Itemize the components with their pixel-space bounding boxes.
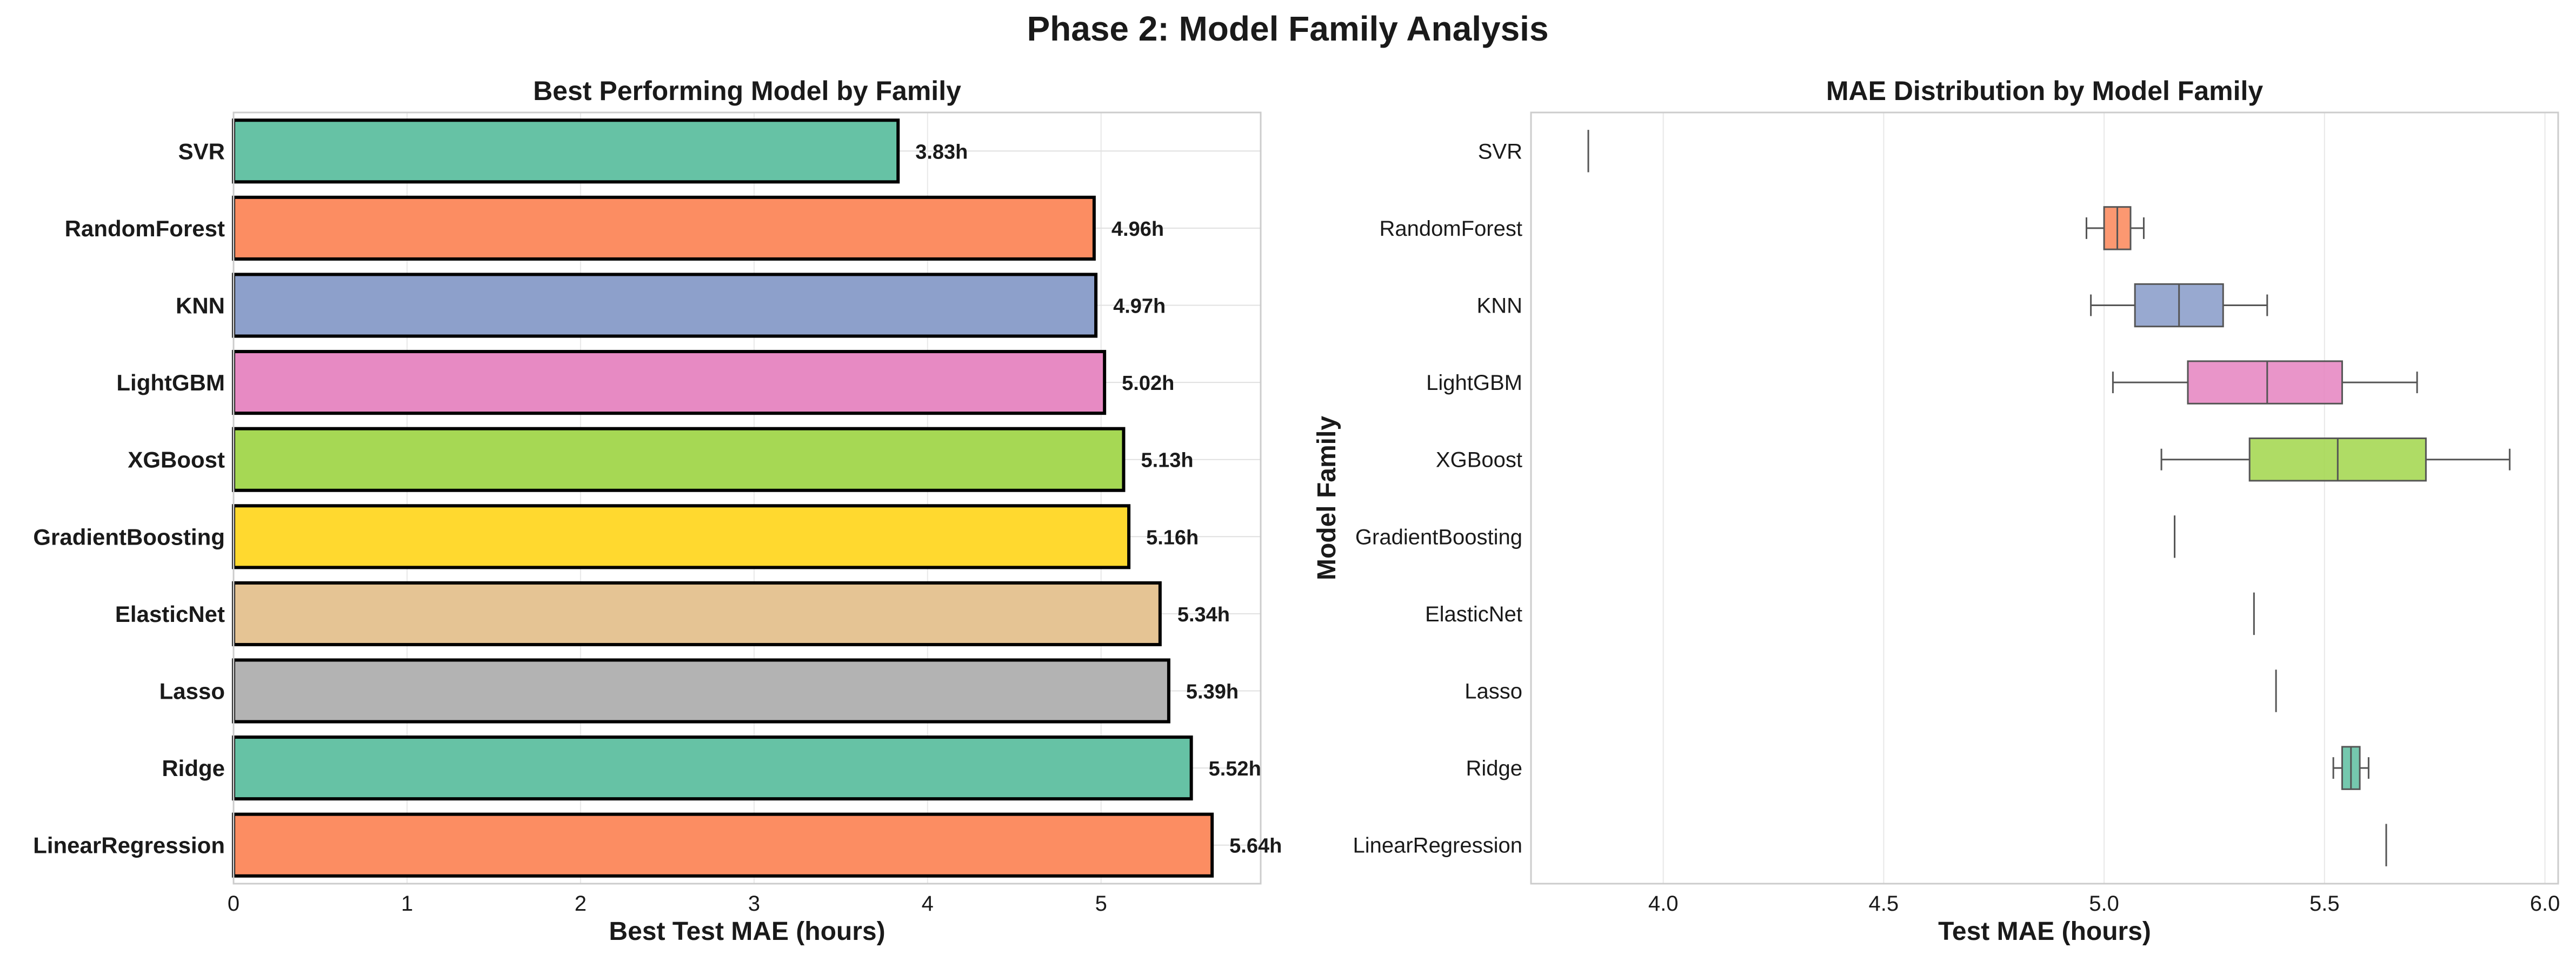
bar-knn — [232, 273, 1098, 338]
bar-y-tick-label: Ridge — [162, 755, 225, 781]
bar-y-tick-label: LightGBM — [116, 370, 225, 395]
box-y-tick-label: SVR — [1478, 140, 1522, 163]
bar-value-label: 5.39h — [1186, 681, 1239, 704]
bar-elasticnet — [232, 581, 1162, 646]
bar-plot-frame — [232, 111, 1262, 885]
bar-x-axis-label: Best Test MAE (hours) — [609, 917, 885, 946]
bar-marks — [232, 118, 1214, 878]
bar-x-tick-label: 2 — [575, 892, 587, 916]
figure-title: Phase 2: Model Family Analysis — [1027, 9, 1548, 48]
box-chart-title: MAE Distribution by Model Family — [1826, 76, 2264, 106]
bar-xgboost — [232, 427, 1126, 492]
box-x-tick-labels: 4.0 4.5 5.0 5.5 6.0 — [1648, 892, 2560, 916]
bar-value-label: 4.97h — [1113, 295, 1166, 318]
bar-lightgbm — [232, 350, 1107, 415]
bar-chart-panel: SVR RandomForest KNN LightGBM XGBoost Gradien… — [33, 76, 1282, 946]
bar-y-tick-label: XGBoost — [128, 447, 225, 473]
box-y-tick-label: KNN — [1477, 294, 1522, 318]
bar-gradientboosting — [232, 504, 1131, 569]
box-knn — [2090, 283, 2268, 328]
bar-ridge — [232, 735, 1193, 801]
bar-x-tick-labels: 0 1 2 3 4 5 — [228, 892, 1107, 916]
bar-value-label: 5.02h — [1122, 372, 1174, 395]
box-lightgbm — [2112, 360, 2418, 405]
bar-value-label: 5.64h — [1229, 835, 1282, 858]
bar-value-label: 5.52h — [1209, 758, 1261, 780]
bar-y-tick-label: GradientBoosting — [33, 524, 225, 549]
box-y-tick-label: LinearRegression — [1353, 834, 1522, 858]
box-body — [2187, 360, 2343, 405]
bar-y-tick-label: RandomForest — [65, 216, 225, 241]
bar-lasso — [232, 658, 1170, 724]
bar-x-tick-label: 4 — [922, 892, 934, 916]
box-x-tick-label: 5.5 — [2309, 892, 2340, 916]
bar-x-tick-label: 3 — [748, 892, 760, 916]
bar-chart-title: Best Performing Model by Family — [533, 76, 961, 106]
bar-randomforest — [232, 195, 1096, 261]
box-y-tick-labels: SVR RandomForest KNN LightGBM XGBoost Gradien… — [1353, 140, 1522, 857]
box-y-tick-label: Lasso — [1465, 680, 1522, 704]
box-x-axis-label: Test MAE (hours) — [1938, 917, 2151, 946]
box-xgboost — [2160, 437, 2511, 482]
bar-y-tick-label: SVR — [178, 138, 225, 164]
bar-value-label: 4.96h — [1111, 218, 1164, 241]
bar-x-tick-label: 5 — [1095, 892, 1107, 916]
box-y-tick-label: XGBoost — [1436, 448, 1522, 472]
box-y-tick-label: ElasticNet — [1425, 602, 1522, 626]
bar-x-tick-label: 0 — [228, 892, 239, 916]
bar-y-tick-labels: SVR RandomForest KNN LightGBM XGBoost Gradien… — [33, 138, 225, 858]
bar-y-tick-label: KNN — [176, 293, 225, 319]
bar-y-tick-label: Lasso — [159, 679, 225, 704]
box-x-tick-label: 6.0 — [2530, 892, 2560, 916]
bar-value-label: 5.16h — [1146, 526, 1199, 549]
bar-y-tick-label: LinearRegression — [33, 833, 225, 858]
box-randomforest — [2085, 206, 2145, 250]
bar-x-tick-label: 1 — [401, 892, 413, 916]
bar-value-label: 5.34h — [1177, 604, 1230, 626]
box-x-tick-label: 4.0 — [1648, 892, 1679, 916]
bar-y-tick-label: ElasticNet — [115, 601, 225, 627]
box-y-tick-label: LightGBM — [1426, 371, 1522, 395]
box-ridge — [2332, 746, 2369, 790]
bar-linearregression — [232, 812, 1214, 878]
bar-value-labels: 3.83h 4.96h 4.97h 5.02h 5.13h 5.16h 5.34h 5.39h… — [915, 141, 1282, 857]
box-plot-panel: SVR RandomForest KNN LightGBM XGBoost Gradien… — [1313, 76, 2560, 946]
box-y-tick-label: Ridge — [1466, 757, 1522, 780]
bar-value-label: 5.13h — [1141, 449, 1193, 472]
bar-value-label: 3.83h — [915, 141, 968, 163]
box-x-tick-label: 4.5 — [1869, 892, 1899, 916]
box-y-tick-label: GradientBoosting — [1355, 525, 1522, 549]
box-x-tick-label: 5.0 — [2089, 892, 2119, 916]
box-y-tick-label: RandomForest — [1379, 217, 1522, 241]
box-y-axis-label: Model Family — [1313, 416, 1341, 580]
box-marks — [1587, 130, 2511, 866]
box-plot-frame — [1530, 111, 2559, 885]
box-plot-area — [1531, 112, 2558, 884]
bar-svr — [232, 118, 900, 184]
